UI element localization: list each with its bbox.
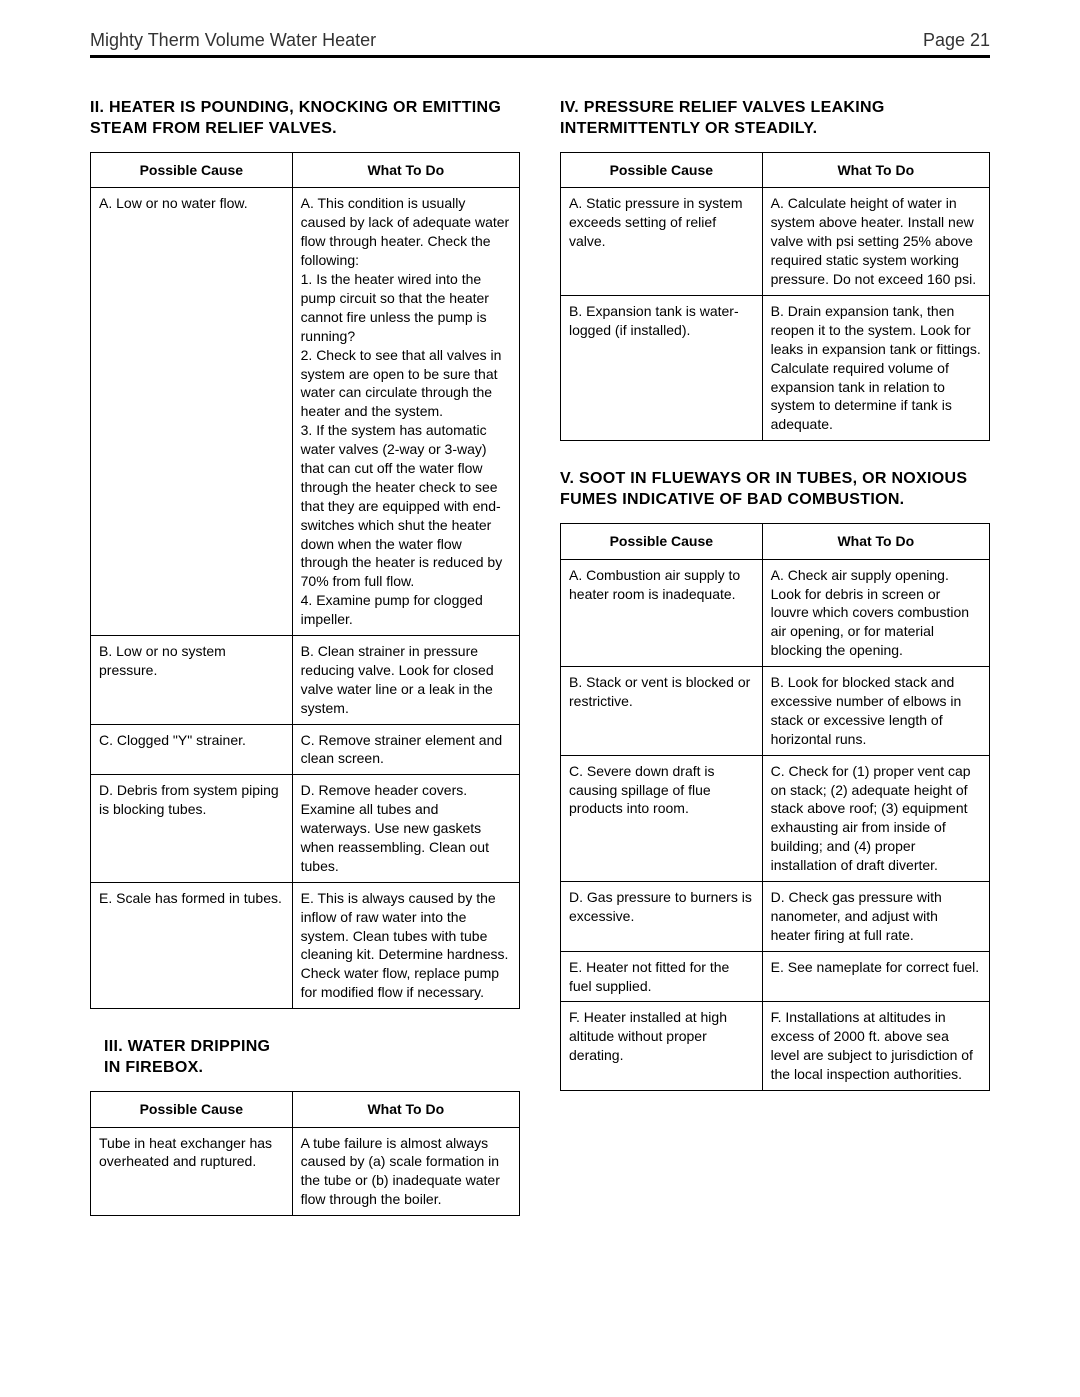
action-cell: E. This is always caused by the inflow o… <box>292 882 519 1008</box>
table-row: A. Low or no water flow. A. This conditi… <box>91 188 520 635</box>
action-cell: C. Check for (1) proper vent cap on stac… <box>762 755 989 881</box>
left-column: II. HEATER IS POUNDING, KNOCKING OR EMIT… <box>90 88 520 1244</box>
section-IV-table: Possible Cause What To Do A. Static pres… <box>560 152 990 442</box>
action-cell: C. Remove strainer element and clean scr… <box>292 724 519 775</box>
table-row: D. Debris from system piping is blocking… <box>91 775 520 882</box>
section-III-heading-line2: IN FIREBOX. <box>104 1059 203 1076</box>
section-III-heading: III. WATER DRIPPING IN FIREBOX. <box>90 1037 520 1079</box>
table-row: B. Stack or vent is blocked or restricti… <box>561 667 990 756</box>
table-row: B. Expansion tank is water-logged (if in… <box>561 295 990 440</box>
action-cell: A. Calculate height of water in system a… <box>762 188 989 295</box>
cause-cell: D. Debris from system piping is blocking… <box>91 775 293 882</box>
cause-cell: A. Low or no water flow. <box>91 188 293 635</box>
action-cell: A tube failure is almost always caused b… <box>292 1127 519 1216</box>
action-cell: A. This condition is usually caused by l… <box>292 188 519 635</box>
doc-title: Mighty Therm Volume Water Heater <box>90 30 376 51</box>
table-row: F. Heater installed at high altitude wit… <box>561 1002 990 1091</box>
col-cause: Possible Cause <box>561 523 763 559</box>
section-III-heading-line1: III. WATER DRIPPING <box>104 1038 270 1055</box>
action-cell: B. Drain expansion tank, then reopen it … <box>762 295 989 440</box>
page: Mighty Therm Volume Water Heater Page 21… <box>0 0 1080 1304</box>
section-IV-heading: IV. PRESSURE RELIEF VALVES LEAKING INTER… <box>560 98 990 140</box>
action-cell: D. Remove header covers. Examine all tub… <box>292 775 519 882</box>
cause-cell: D. Gas pressure to burners is excessive. <box>561 882 763 952</box>
table-row: C. Severe down draft is causing spillage… <box>561 755 990 881</box>
table-row: E. Scale has formed in tubes. E. This is… <box>91 882 520 1008</box>
section-III-table: Possible Cause What To Do Tube in heat e… <box>90 1091 520 1216</box>
section-V-heading: V. SOOT IN FLUEWAYS OR IN TUBES, OR NOXI… <box>560 469 990 511</box>
col-action: What To Do <box>292 152 519 188</box>
table-header-row: Possible Cause What To Do <box>561 523 990 559</box>
section-II-heading: II. HEATER IS POUNDING, KNOCKING OR EMIT… <box>90 98 520 140</box>
col-action: What To Do <box>762 152 989 188</box>
cause-cell: A. Combustion air supply to heater room … <box>561 559 763 666</box>
right-column: IV. PRESSURE RELIEF VALVES LEAKING INTER… <box>560 88 990 1244</box>
cause-cell: B. Stack or vent is blocked or restricti… <box>561 667 763 756</box>
table-row: B. Low or no system pressure. B. Clean s… <box>91 635 520 724</box>
cause-cell: Tube in heat exchanger has overheated an… <box>91 1127 293 1216</box>
cause-cell: E. Heater not fitted for the fuel suppli… <box>561 951 763 1002</box>
col-cause: Possible Cause <box>91 1091 293 1127</box>
col-action: What To Do <box>292 1091 519 1127</box>
cause-cell: C. Clogged "Y" strainer. <box>91 724 293 775</box>
cause-cell: E. Scale has formed in tubes. <box>91 882 293 1008</box>
col-cause: Possible Cause <box>561 152 763 188</box>
action-cell: A. Check air supply opening. Look for de… <box>762 559 989 666</box>
table-row: E. Heater not fitted for the fuel suppli… <box>561 951 990 1002</box>
table-row: C. Clogged "Y" strainer. C. Remove strai… <box>91 724 520 775</box>
table-row: D. Gas pressure to burners is excessive.… <box>561 882 990 952</box>
cause-cell: B. Expansion tank is water-logged (if in… <box>561 295 763 440</box>
table-header-row: Possible Cause What To Do <box>91 1091 520 1127</box>
cause-cell: B. Low or no system pressure. <box>91 635 293 724</box>
action-cell: E. See nameplate for correct fuel. <box>762 951 989 1002</box>
cause-cell: A. Static pressure in system exceeds set… <box>561 188 763 295</box>
action-cell: D. Check gas pressure with nanometer, an… <box>762 882 989 952</box>
section-II-table: Possible Cause What To Do A. Low or no w… <box>90 152 520 1010</box>
cause-cell: F. Heater installed at high altitude wit… <box>561 1002 763 1091</box>
action-cell: B. Clean strainer in pressure reducing v… <box>292 635 519 724</box>
table-header-row: Possible Cause What To Do <box>561 152 990 188</box>
table-row: Tube in heat exchanger has overheated an… <box>91 1127 520 1216</box>
col-action: What To Do <box>762 523 989 559</box>
table-row: A. Static pressure in system exceeds set… <box>561 188 990 295</box>
action-cell: B. Look for blocked stack and excessive … <box>762 667 989 756</box>
table-row: A. Combustion air supply to heater room … <box>561 559 990 666</box>
page-number: Page 21 <box>923 30 990 51</box>
content-columns: II. HEATER IS POUNDING, KNOCKING OR EMIT… <box>90 88 990 1244</box>
table-header-row: Possible Cause What To Do <box>91 152 520 188</box>
cause-cell: C. Severe down draft is causing spillage… <box>561 755 763 881</box>
page-header: Mighty Therm Volume Water Heater Page 21 <box>90 30 990 58</box>
action-cell: F. Installations at altitudes in excess … <box>762 1002 989 1091</box>
col-cause: Possible Cause <box>91 152 293 188</box>
section-V-table: Possible Cause What To Do A. Combustion … <box>560 523 990 1091</box>
